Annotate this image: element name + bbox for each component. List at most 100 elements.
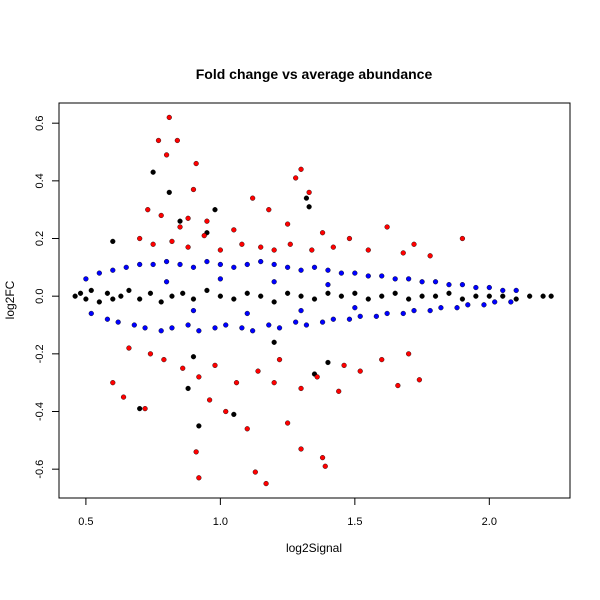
point-black-47 [231, 411, 237, 417]
point-black-2 [83, 296, 89, 302]
point-blue-9 [204, 258, 210, 265]
point-blue-37 [142, 325, 148, 331]
point-blue-4 [137, 261, 143, 268]
point-black-32 [432, 293, 439, 299]
point-red-50 [379, 357, 385, 363]
point-red-29 [239, 241, 245, 247]
point-black-45 [196, 423, 202, 429]
point-red-32 [287, 241, 293, 247]
point-blue-63 [492, 299, 498, 305]
point-blue-31 [500, 287, 506, 294]
point-blue-60 [454, 305, 460, 311]
point-black-17 [231, 296, 237, 302]
point-red-55 [263, 480, 269, 487]
point-blue-10 [217, 261, 223, 268]
point-blue-50 [319, 319, 326, 325]
point-blue-58 [427, 307, 433, 314]
point-red-53 [196, 475, 202, 481]
y-tick-label-5: 0.4 [34, 173, 46, 188]
point-blue-59 [438, 305, 444, 311]
point-blue-69 [190, 307, 197, 314]
point-red-3 [163, 152, 170, 158]
point-blue-3 [123, 264, 129, 270]
point-blue-22 [379, 273, 385, 279]
point-red-47 [298, 385, 304, 392]
point-black-56 [271, 339, 277, 345]
point-red-25 [169, 238, 175, 244]
point-blue-26 [432, 279, 439, 285]
point-red-56 [285, 420, 291, 426]
point-red-70 [416, 377, 422, 383]
point-red-67 [336, 388, 342, 394]
point-red-19 [346, 235, 353, 242]
point-red-49 [341, 362, 347, 368]
point-red-11 [231, 227, 237, 233]
point-red-63 [207, 397, 213, 403]
point-red-68 [357, 368, 363, 374]
point-black-16 [217, 293, 223, 299]
point-red-66 [271, 380, 277, 386]
point-blue-18 [325, 267, 331, 273]
point-red-0 [166, 114, 172, 121]
point-blue-17 [311, 264, 318, 270]
point-red-9 [185, 215, 191, 221]
point-red-30 [258, 244, 264, 250]
point-red-34 [330, 244, 336, 250]
point-blue-20 [352, 270, 358, 276]
point-red-48 [314, 374, 320, 380]
point-blue-32 [513, 287, 519, 294]
point-black-43 [166, 189, 172, 195]
point-black-35 [473, 293, 479, 299]
point-blue-52 [346, 316, 353, 322]
point-black-15 [204, 287, 210, 294]
point-red-33 [309, 247, 315, 253]
point-blue-46 [266, 322, 272, 328]
point-blue-65 [163, 279, 170, 285]
point-red-16 [298, 166, 304, 172]
point-black-22 [298, 293, 304, 299]
point-red-6 [145, 207, 151, 213]
point-blue-44 [239, 325, 245, 331]
point-red-14 [285, 221, 291, 227]
point-blue-35 [115, 319, 121, 325]
point-red-10 [204, 218, 210, 224]
point-red-43 [212, 362, 218, 368]
point-black-34 [459, 296, 466, 302]
point-black-53 [325, 359, 331, 366]
point-red-57 [298, 446, 304, 452]
point-blue-25 [419, 279, 425, 285]
point-black-44 [185, 385, 191, 392]
point-blue-12 [244, 261, 250, 268]
point-black-30 [406, 296, 412, 302]
point-black-25 [338, 293, 344, 299]
point-red-27 [201, 233, 207, 239]
point-red-65 [244, 426, 250, 432]
point-red-2 [155, 137, 162, 144]
point-black-20 [271, 299, 277, 305]
point-blue-51 [330, 316, 336, 322]
point-blue-66 [217, 276, 223, 282]
y-tick-label-0: -0.6 [34, 460, 46, 479]
point-blue-38 [158, 328, 164, 334]
point-blue-67 [271, 279, 277, 285]
point-blue-14 [271, 261, 277, 268]
point-red-59 [322, 463, 328, 469]
point-black-36 [486, 293, 492, 299]
point-red-61 [120, 394, 127, 400]
point-red-24 [150, 241, 156, 247]
point-red-23 [137, 235, 143, 242]
point-red-37 [427, 253, 433, 259]
point-black-41 [548, 293, 554, 299]
point-red-36 [400, 250, 406, 256]
point-black-18 [244, 290, 250, 296]
point-blue-49 [303, 322, 310, 328]
point-black-11 [158, 299, 164, 305]
point-blue-16 [298, 267, 304, 273]
point-blue-5 [150, 261, 156, 268]
point-red-45 [255, 368, 261, 374]
point-red-41 [180, 365, 186, 371]
x-tick-label-0: 0.5 [78, 516, 93, 528]
point-blue-61 [465, 302, 471, 308]
point-red-28 [217, 247, 223, 253]
